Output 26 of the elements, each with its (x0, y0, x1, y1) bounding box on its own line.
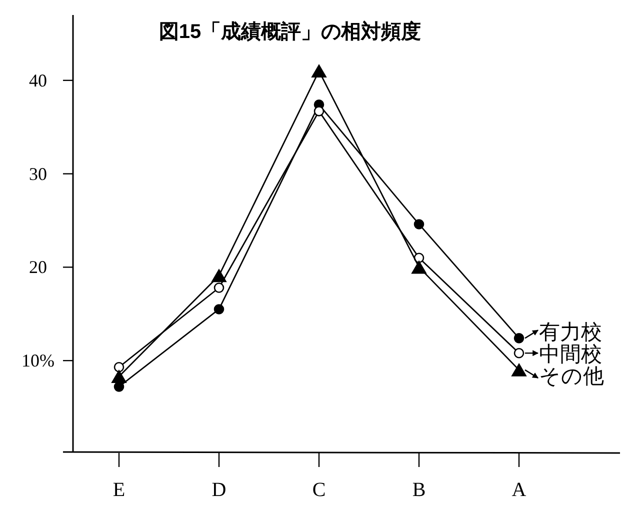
y-tick-label: 10% (22, 350, 54, 371)
y-tick-label: 20 (29, 257, 47, 278)
point (314, 106, 324, 116)
point (412, 260, 426, 274)
point (214, 304, 224, 314)
x-tick-label: A (512, 479, 527, 501)
x-tick-label: E (112, 479, 126, 501)
point (312, 64, 326, 78)
legend-label: その他 (539, 364, 604, 388)
legend-label: 中間校 (539, 342, 602, 366)
y-tick-label: 30 (29, 164, 47, 184)
point (414, 219, 424, 230)
point (214, 282, 224, 293)
y-tick-label: 40 (29, 70, 47, 90)
point (514, 333, 524, 344)
x-tick-label: D (212, 479, 226, 501)
point (212, 269, 226, 282)
point (512, 363, 526, 376)
x-tick-label: C (312, 479, 326, 501)
point (514, 348, 524, 358)
chart-title: 図15「成績概評」の相対頻度 (158, 20, 422, 43)
point (114, 382, 124, 392)
point (112, 370, 126, 383)
x-tick-label: B (412, 479, 426, 501)
point (114, 362, 124, 372)
legend-label: 有力校 (539, 320, 602, 344)
